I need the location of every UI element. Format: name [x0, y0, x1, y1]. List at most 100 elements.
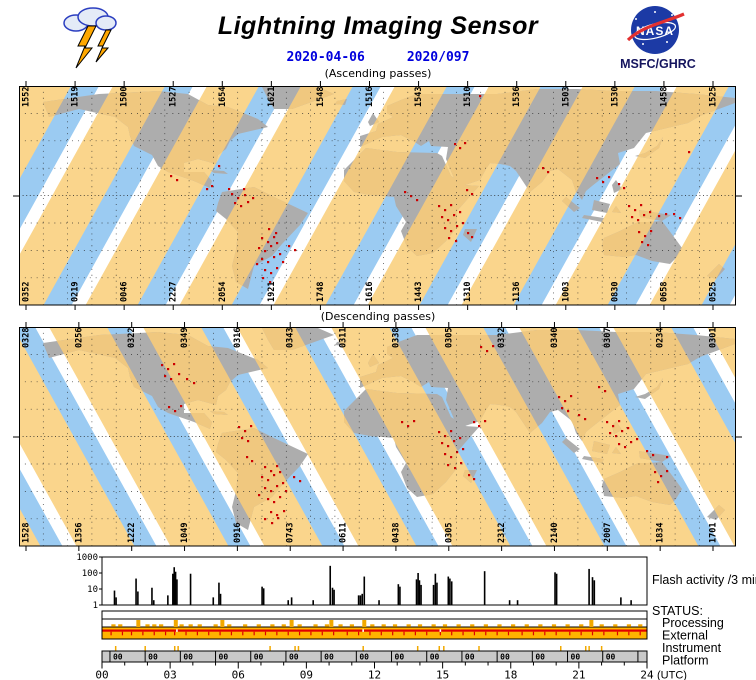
- svg-text:12: 12: [368, 669, 381, 680]
- svg-text:00: 00: [465, 653, 475, 662]
- date-row: 2020-04-06 2020/097: [0, 50, 756, 65]
- svg-text:1049: 1049: [180, 523, 190, 543]
- svg-text:09: 09: [300, 669, 313, 680]
- svg-text:0438: 0438: [391, 523, 401, 543]
- svg-text:1616: 1616: [365, 282, 375, 302]
- svg-text:15: 15: [436, 669, 449, 680]
- svg-text:10: 10: [87, 585, 98, 595]
- svg-text:1500: 1500: [120, 87, 130, 107]
- svg-text:0301: 0301: [709, 328, 719, 348]
- svg-text:00: 00: [500, 653, 510, 662]
- svg-text:21: 21: [572, 669, 585, 680]
- svg-text:18: 18: [504, 669, 517, 680]
- svg-text:1621: 1621: [267, 87, 277, 107]
- svg-text:1222: 1222: [127, 523, 137, 543]
- svg-text:0830: 0830: [610, 282, 620, 302]
- svg-text:1458: 1458: [659, 87, 669, 107]
- svg-text:1525: 1525: [709, 87, 719, 107]
- svg-text:1543: 1543: [414, 87, 424, 107]
- svg-text:0234: 0234: [656, 328, 666, 348]
- svg-text:00: 00: [606, 653, 616, 662]
- svg-text:0332: 0332: [497, 328, 507, 348]
- svg-text:1530: 1530: [610, 87, 620, 107]
- svg-text:0305: 0305: [444, 523, 454, 543]
- svg-text:1: 1: [93, 601, 98, 611]
- svg-text:03: 03: [164, 669, 177, 680]
- svg-text:0338: 0338: [391, 328, 401, 348]
- svg-text:0340: 0340: [550, 328, 560, 348]
- svg-text:1503: 1503: [561, 87, 571, 107]
- svg-text:1136: 1136: [512, 282, 522, 302]
- flash-activity-status-chart: 1 10 100 1000 00 00 00 00 00 00 00 00 00 00 00 00 00 00 00…: [76, 553, 756, 680]
- svg-text:00: 00: [183, 653, 193, 662]
- svg-text:00: 00: [359, 653, 369, 662]
- svg-text:1310: 1310: [463, 282, 473, 302]
- svg-text:1003: 1003: [561, 282, 571, 302]
- svg-text:0307: 0307: [603, 328, 613, 348]
- orbit-time-labels-bottom: 0352 0219 0046 2227 2054 1921 1748 1616 1443 1310…: [22, 282, 719, 310]
- svg-text:00: 00: [95, 669, 108, 680]
- svg-text:1519: 1519: [71, 87, 81, 107]
- descending-passes-map: 0328 0256 0322 0349 0316 0343 0311 0338 0305 0332…: [13, 322, 742, 551]
- svg-text:00: 00: [535, 653, 545, 662]
- svg-text:1654: 1654: [218, 87, 228, 107]
- svg-text:1527: 1527: [169, 87, 179, 107]
- svg-text:1528: 1528: [22, 523, 32, 543]
- svg-text:00: 00: [571, 653, 581, 662]
- svg-text:06: 06: [232, 669, 245, 680]
- svg-text:0349: 0349: [180, 328, 190, 348]
- storm-cloud-lightning-icon: [63, 7, 117, 69]
- page-title: Lightning Imaging Sensor: [217, 12, 539, 40]
- orbit-time-labels-top: 0328 0256 0322 0349 0316 0343 0311 0338 0305 0332…: [22, 322, 719, 348]
- day-of-year-label: 2020/097: [406, 50, 470, 65]
- nasa-logo: NASA: [626, 6, 685, 54]
- date-label: 2020-04-06: [286, 50, 365, 65]
- svg-text:0916: 0916: [233, 523, 243, 543]
- svg-text:100: 100: [82, 569, 98, 579]
- ascending-caption: (Ascending passes): [324, 67, 432, 80]
- svg-text:0328: 0328: [22, 328, 32, 348]
- svg-text:2007: 2007: [603, 523, 613, 543]
- svg-text:00: 00: [324, 653, 334, 662]
- svg-text:0611: 0611: [339, 523, 349, 543]
- status-row-platform: Platform: [662, 654, 709, 668]
- status-row-processing: Processing: [662, 616, 724, 630]
- descending-caption: (Descending passes): [320, 310, 436, 323]
- svg-text:2140: 2140: [550, 523, 560, 543]
- svg-text:0256: 0256: [74, 328, 84, 348]
- svg-text:00: 00: [148, 653, 158, 662]
- svg-text:0046: 0046: [120, 282, 130, 302]
- lightning-flash-dots: [170, 95, 691, 284]
- svg-text:2054: 2054: [218, 282, 228, 302]
- svg-text:0311: 0311: [339, 328, 349, 348]
- svg-text:(UTC): (UTC): [657, 670, 687, 680]
- svg-text:00: 00: [254, 653, 264, 662]
- status-row-instrument: Instrument: [662, 641, 722, 655]
- svg-text:0305: 0305: [444, 328, 454, 348]
- svg-text:1548: 1548: [316, 87, 326, 107]
- svg-text:1834: 1834: [656, 523, 666, 543]
- svg-text:0743: 0743: [286, 523, 296, 543]
- svg-text:0352: 0352: [22, 282, 32, 302]
- lightning-flash-dots: [161, 345, 669, 525]
- svg-text:1510: 1510: [463, 87, 473, 107]
- svg-text:1516: 1516: [365, 87, 375, 107]
- svg-text:1000: 1000: [76, 553, 98, 563]
- svg-text:1552: 1552: [22, 87, 32, 107]
- svg-text:1536: 1536: [512, 87, 522, 107]
- svg-text:0525: 0525: [709, 282, 719, 302]
- svg-text:1921: 1921: [267, 282, 277, 302]
- svg-text:1701: 1701: [709, 523, 719, 543]
- svg-text:00: 00: [113, 653, 123, 662]
- status-heading: STATUS:: [652, 604, 703, 618]
- svg-text:0343: 0343: [286, 328, 296, 348]
- flash-activity-bars: [113, 565, 632, 605]
- ascending-passes-map: 1552 1519 1500 1527 1654 1621 1548 1516 1543 1510…: [13, 81, 742, 310]
- svg-text:0658: 0658: [659, 282, 669, 302]
- svg-text:00: 00: [395, 653, 405, 662]
- svg-text:1748: 1748: [316, 282, 326, 302]
- svg-text:00: 00: [219, 653, 229, 662]
- svg-text:0322: 0322: [127, 328, 137, 348]
- svg-text:00: 00: [289, 653, 299, 662]
